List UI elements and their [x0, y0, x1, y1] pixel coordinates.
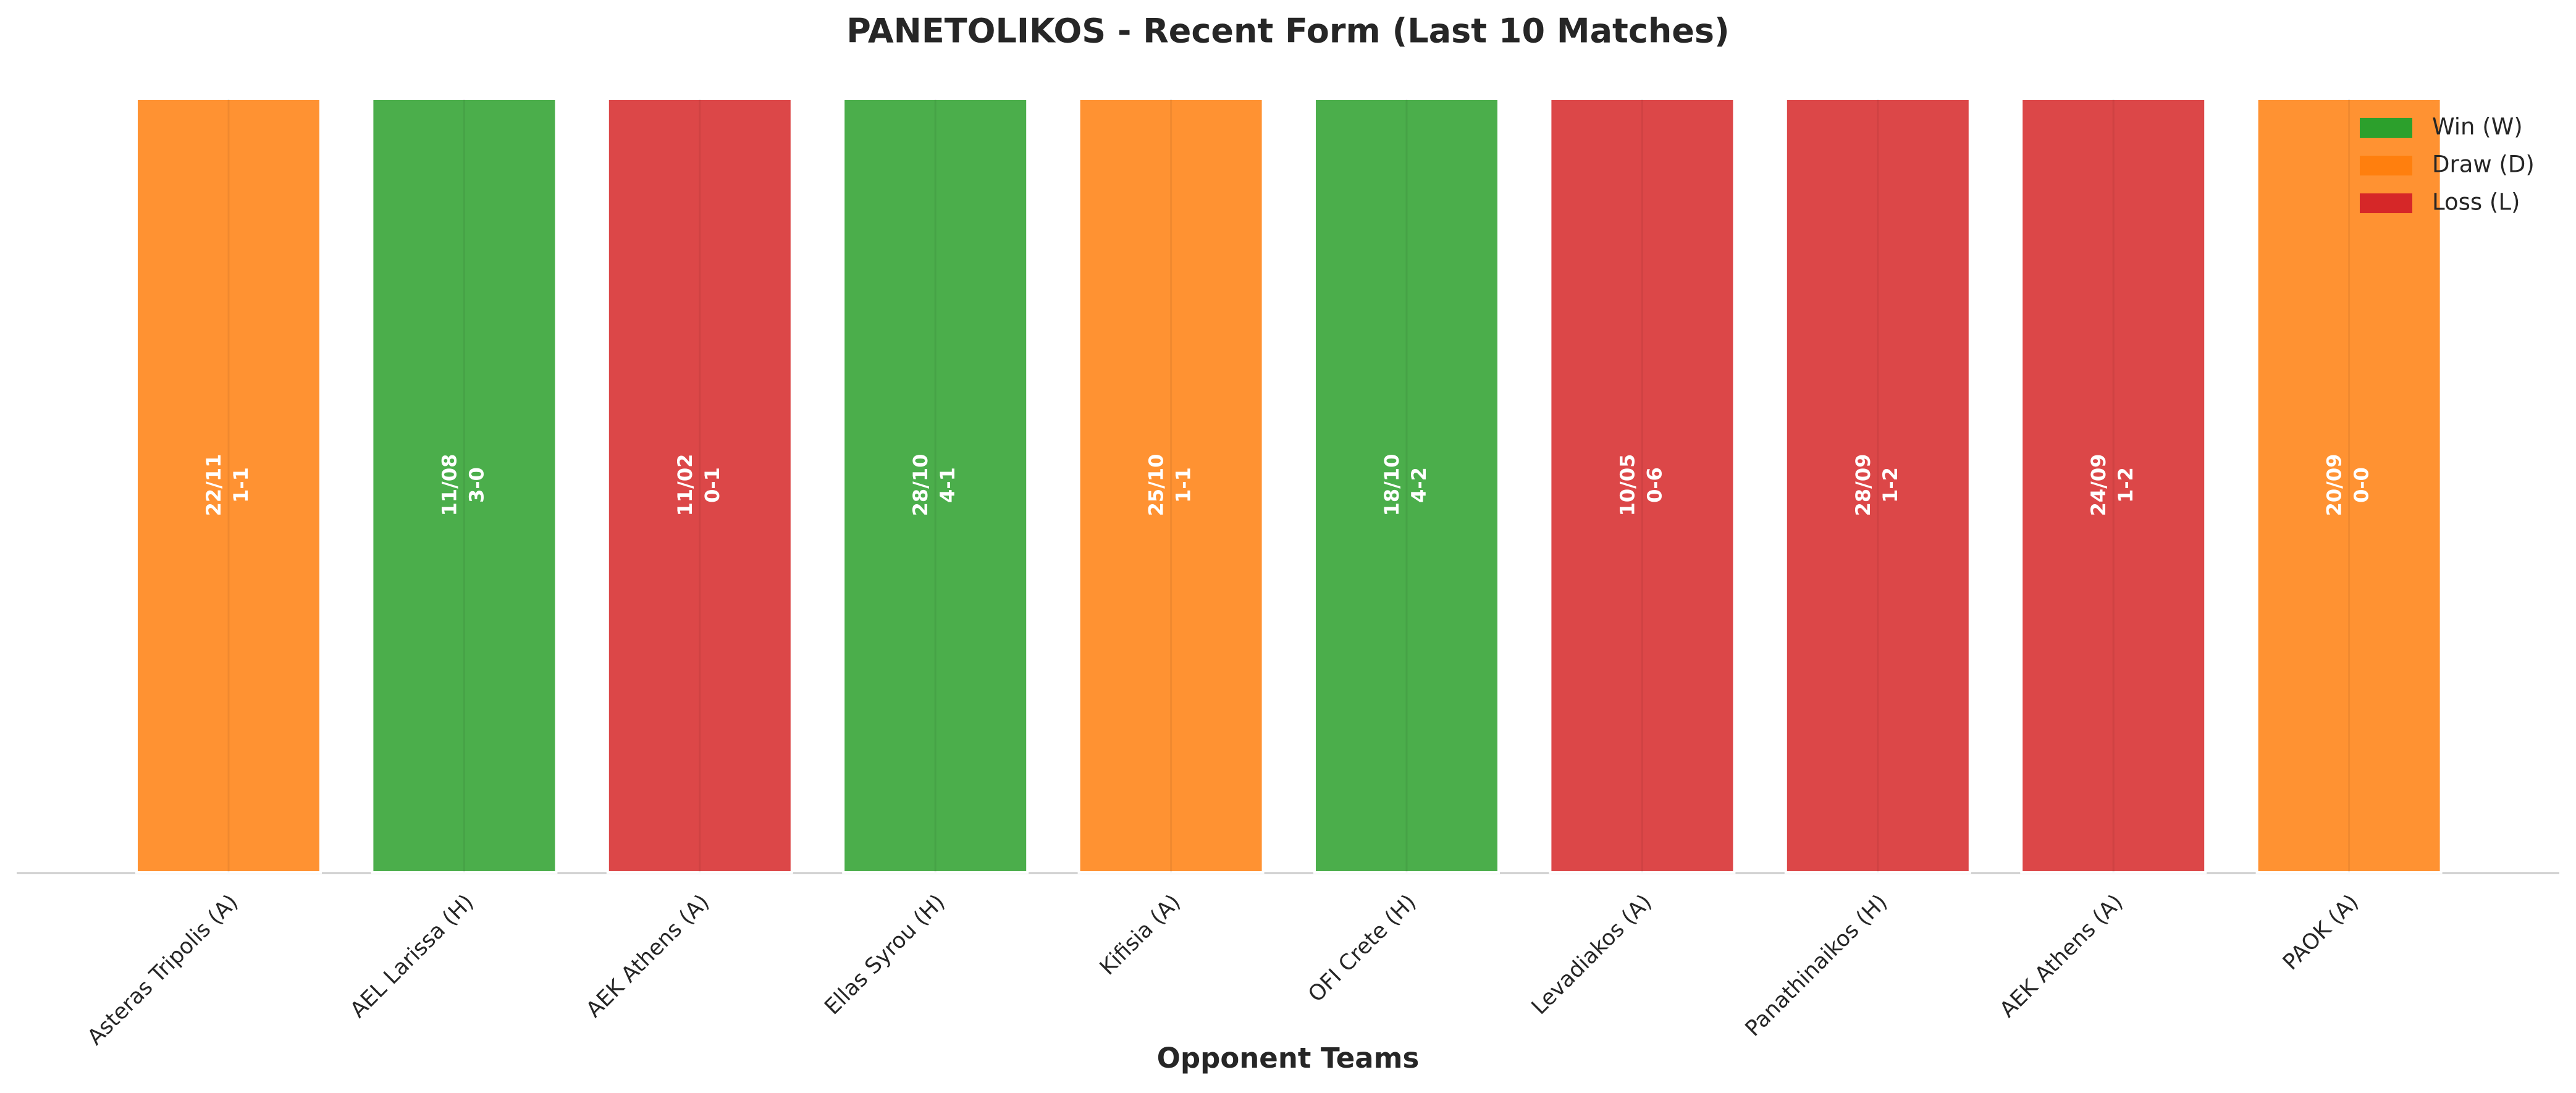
bar-label-score: 1-1	[1172, 467, 1195, 503]
bar-label-date: 24/09	[2087, 454, 2110, 517]
bar-label-score: 0-0	[2350, 467, 2373, 503]
bar-label-date: 22/11	[202, 454, 225, 517]
bar-label-score: 1-1	[229, 467, 253, 503]
bar-label-score: 0-6	[1643, 467, 1666, 503]
bar	[1549, 98, 1736, 874]
x-axis-label: Opponent Teams	[1157, 1042, 1420, 1074]
bar-label-date: 18/10	[1380, 454, 1404, 517]
bar-label: 28/10 4-1	[909, 454, 959, 517]
bar	[1784, 98, 1971, 874]
bar-label-score: 4-2	[1407, 467, 1431, 503]
bar	[1313, 98, 1500, 874]
bar-label-score: 3-0	[465, 467, 488, 503]
bar	[606, 98, 793, 874]
bar-label-score: 1-2	[1879, 467, 1902, 503]
legend-swatch	[2360, 193, 2412, 213]
bar-label-date: 11/02	[673, 454, 697, 517]
bar-label: 10/05 0-6	[1615, 454, 1666, 517]
chart-title: PANETOLIKOS - Recent Form (Last 10 Match…	[846, 12, 1729, 51]
legend-swatch	[2360, 156, 2412, 175]
legend-label: Loss (L)	[2432, 189, 2520, 216]
bar-label: 25/10 1-1	[1145, 454, 1195, 517]
bar-label-date: 10/05	[1615, 454, 1639, 517]
bar-label: 18/10 4-2	[1380, 454, 1431, 517]
bar-label-score: 1-2	[2114, 467, 2137, 503]
bar-label: 11/08 3-0	[437, 454, 488, 517]
bar-label: 24/09 1-2	[2087, 454, 2137, 517]
legend-label: Draw (D)	[2432, 151, 2535, 178]
bar	[1077, 98, 1265, 874]
bar	[371, 98, 558, 874]
bar	[2020, 98, 2207, 874]
bar-label: 28/09 1-2	[1851, 454, 1902, 517]
bar-label-date: 20/09	[2323, 454, 2346, 517]
legend-swatch	[2360, 118, 2412, 138]
bar	[135, 98, 322, 874]
bar-label-score: 0-1	[701, 467, 724, 503]
bar-label: 22/11 1-1	[202, 454, 253, 517]
bar-label-date: 28/10	[909, 454, 932, 517]
bar-label-date: 25/10	[1145, 454, 1168, 517]
bar-label-date: 28/09	[1851, 454, 1875, 517]
bar-label-score: 4-1	[936, 467, 959, 503]
legend-label: Win (W)	[2432, 114, 2523, 140]
bar-label: 11/02 0-1	[673, 454, 724, 517]
bar-label-date: 11/08	[437, 454, 461, 517]
bar	[2255, 98, 2443, 874]
bar	[842, 98, 1029, 874]
bar-label: 20/09 0-0	[2323, 454, 2373, 517]
